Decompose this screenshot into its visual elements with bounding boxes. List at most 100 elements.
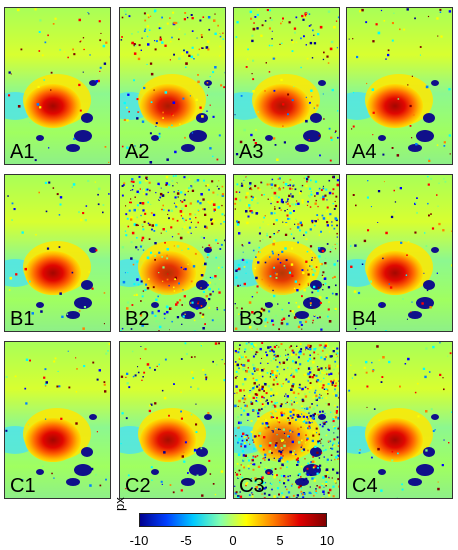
noise-speckle: [191, 46, 194, 49]
noise-speckle: [306, 180, 308, 183]
noise-speckle: [266, 424, 269, 427]
noise-speckle: [180, 358, 183, 360]
noise-speckle: [240, 482, 242, 484]
noise-speckle: [256, 328, 258, 330]
noise-speckle: [134, 45, 137, 47]
noise-speckle: [188, 178, 191, 181]
noise-speckle: [212, 115, 215, 118]
noise-speckle: [128, 15, 131, 18]
noise-speckle: [297, 434, 300, 437]
noise-speckle: [146, 313, 149, 315]
noise-speckle: [447, 355, 449, 357]
noise-speckle: [263, 405, 267, 408]
noise-speckle: [236, 183, 239, 186]
noise-speckle: [334, 217, 337, 220]
noise-speckle: [281, 411, 283, 413]
noise-speckle: [123, 101, 126, 105]
noise-speckle: [239, 185, 241, 188]
noise-speckle: [287, 217, 289, 220]
noise-speckle: [143, 371, 146, 374]
noise-speckle: [235, 435, 237, 437]
noise-speckle: [153, 89, 155, 91]
noise-speckle: [405, 274, 408, 276]
noise-speckle: [158, 132, 161, 135]
noise-speckle: [304, 320, 308, 323]
noise-speckle: [191, 132, 194, 134]
noise-speckle: [316, 485, 318, 487]
noise-speckle: [325, 297, 328, 300]
panel-label: B4: [352, 308, 377, 330]
noise-speckle: [316, 192, 319, 195]
noise-speckle: [149, 366, 151, 369]
noise-speckle: [267, 362, 269, 364]
noise-speckle: [237, 263, 241, 267]
noise-speckle: [149, 161, 153, 164]
noise-speckle: [270, 416, 273, 419]
noise-speckle: [375, 23, 378, 26]
noise-speckle: [314, 202, 317, 205]
noise-speckle: [168, 126, 171, 129]
noise-speckle: [273, 89, 276, 92]
noise-speckle: [308, 412, 310, 414]
noise-speckle: [238, 267, 241, 271]
noise-speckle: [160, 232, 162, 234]
noise-speckle: [249, 443, 251, 445]
noise-speckle: [309, 351, 311, 353]
noise-speckle: [329, 47, 333, 51]
noise-speckle: [271, 468, 273, 470]
noise-speckle: [5, 429, 8, 432]
noise-speckle: [197, 387, 200, 390]
noise-speckle: [252, 377, 255, 380]
noise-speckle: [238, 358, 241, 360]
noise-speckle: [192, 265, 196, 268]
noise-speckle: [181, 249, 183, 251]
displacement-blob: [25, 84, 81, 128]
noise-speckle: [128, 110, 130, 113]
noise-speckle: [311, 416, 314, 420]
noise-speckle: [160, 27, 162, 29]
noise-speckle: [35, 234, 37, 236]
noise-speckle: [276, 381, 278, 383]
noise-speckle: [312, 494, 315, 497]
noise-speckle: [419, 54, 421, 56]
noise-speckle: [126, 217, 129, 220]
noise-speckle: [299, 484, 302, 488]
noise-speckle: [88, 271, 90, 273]
noise-speckle: [294, 188, 297, 191]
noise-speckle: [197, 210, 200, 212]
colorbar-tick-5: 5: [276, 533, 284, 548]
noise-speckle: [240, 443, 243, 446]
noise-speckle: [308, 194, 310, 197]
displacement-blob: [367, 418, 423, 462]
noise-speckle: [414, 231, 417, 234]
noise-speckle: [337, 136, 339, 139]
noise-speckle: [276, 402, 278, 404]
noise-speckle: [292, 185, 294, 187]
noise-speckle: [80, 218, 83, 222]
noise-speckle: [136, 98, 139, 101]
noise-speckle: [252, 494, 254, 496]
displacement-blob: [254, 251, 310, 295]
noise-speckle: [266, 183, 269, 186]
noise-speckle: [171, 320, 173, 323]
displacement-blob: [140, 84, 196, 128]
noise-speckle: [261, 388, 264, 391]
noise-speckle: [313, 374, 316, 377]
noise-speckle: [272, 416, 275, 418]
noise-speckle: [328, 231, 330, 233]
noise-speckle: [169, 329, 171, 331]
noise-speckle: [290, 263, 294, 266]
noise-speckle: [449, 352, 452, 355]
noise-speckle: [399, 385, 401, 388]
noise-speckle: [264, 427, 267, 430]
noise-speckle: [127, 225, 130, 228]
noise-speckle: [285, 379, 287, 381]
noise-speckle: [299, 350, 302, 353]
noise-speckle: [372, 40, 375, 43]
noise-speckle: [206, 94, 208, 96]
noise-speckle: [25, 402, 28, 405]
noise-speckle: [145, 283, 148, 286]
noise-speckle: [313, 42, 317, 45]
noise-speckle: [271, 250, 274, 253]
noise-speckle: [285, 403, 287, 405]
